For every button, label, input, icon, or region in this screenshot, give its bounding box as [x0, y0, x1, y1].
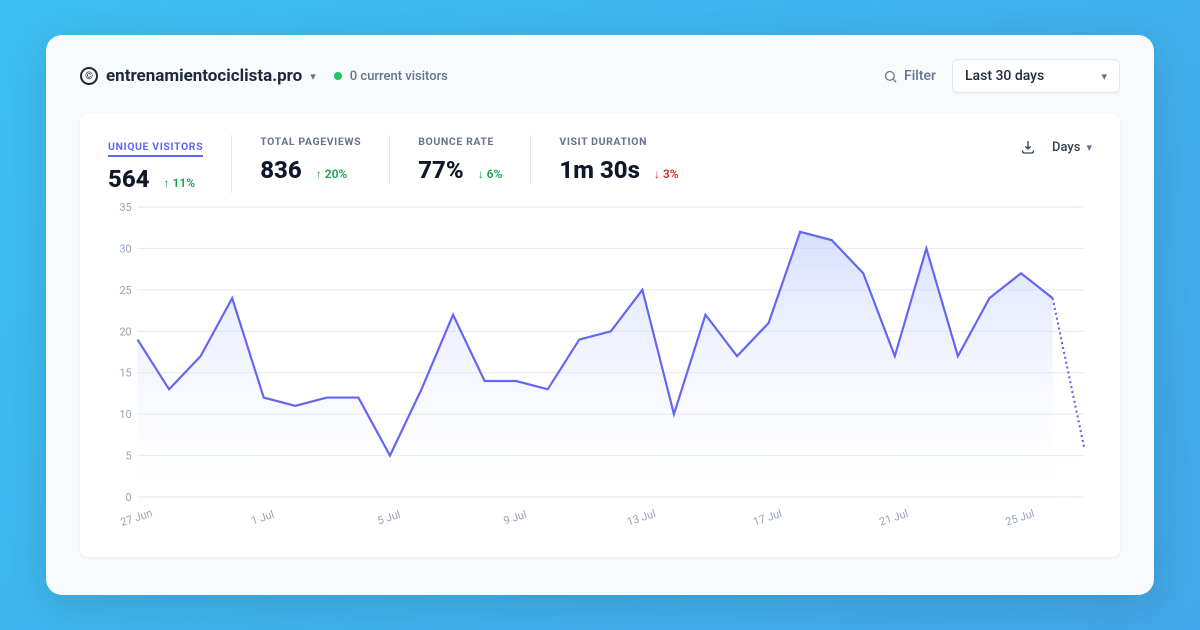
metric-value: 1m 30s: [559, 156, 640, 184]
svg-text:17 Jul: 17 Jul: [752, 507, 784, 529]
metric-label: TOTAL PAGEVIEWS: [260, 135, 361, 148]
download-icon: [1020, 139, 1036, 155]
current-visitors[interactable]: 0 current visitors: [334, 69, 448, 84]
metric-delta: ↓ 3%: [654, 167, 679, 181]
range-label: Last 30 days: [965, 68, 1044, 84]
svg-text:13 Jul: 13 Jul: [625, 507, 657, 529]
metric-label: VISIT DURATION: [559, 135, 678, 148]
site-selector[interactable]: © entrenamientociclista.pro ▾: [80, 66, 316, 86]
metric-total-pageviews[interactable]: TOTAL PAGEVIEWS 836 ↑ 20%: [260, 135, 390, 184]
date-range-selector[interactable]: Last 30 days ▾: [952, 59, 1120, 93]
chart-controls: Days ▾: [1020, 139, 1092, 155]
svg-text:1 Jul: 1 Jul: [250, 508, 276, 528]
filter-button[interactable]: Filter: [883, 68, 936, 84]
metric-label: BOUNCE RATE: [418, 135, 502, 148]
metric-value: 77%: [418, 156, 463, 184]
site-name: entrenamientociclista.pro: [106, 66, 302, 86]
dashboard-window: © entrenamientociclista.pro ▾ 0 current …: [46, 35, 1154, 595]
metric-value: 836: [260, 156, 302, 184]
header-right: Filter Last 30 days ▾: [883, 59, 1120, 93]
svg-text:10: 10: [119, 408, 131, 421]
metric-delta: ↓ 6%: [478, 167, 503, 181]
metric-label: UNIQUE VISITORS: [108, 140, 203, 157]
svg-text:9 Jul: 9 Jul: [502, 508, 528, 528]
site-logo-icon: ©: [80, 67, 98, 85]
svg-text:5: 5: [126, 449, 132, 462]
current-visitors-label: 0 current visitors: [350, 69, 448, 84]
visitors-chart: 0 5 10 15 20 25 30 35 27 Jun 1 Jul 5 Jul 9 Jul 13 Ju…: [108, 199, 1092, 539]
metric-bounce-rate[interactable]: BOUNCE RATE 77% ↓ 6%: [418, 135, 531, 184]
svg-text:27 Jun: 27 Jun: [119, 506, 154, 529]
header-left: © entrenamientociclista.pro ▾ 0 current …: [80, 66, 448, 86]
metric-unique-visitors[interactable]: UNIQUE VISITORS 564 ↑ 11%: [108, 135, 232, 193]
metric-delta: ↑ 11%: [164, 176, 196, 190]
search-icon: [883, 69, 898, 84]
svg-text:15: 15: [119, 367, 131, 380]
stats-card: UNIQUE VISITORS 564 ↑ 11% TOTAL PAGEVIEWS 83…: [80, 113, 1120, 557]
granularity-selector[interactable]: Days ▾: [1052, 140, 1092, 155]
svg-text:30: 30: [119, 242, 131, 255]
chevron-down-icon: ▾: [1086, 141, 1092, 154]
metric-visit-duration[interactable]: VISIT DURATION 1m 30s ↓ 3%: [559, 135, 706, 184]
chevron-down-icon: ▾: [310, 70, 316, 83]
metrics-row: UNIQUE VISITORS 564 ↑ 11% TOTAL PAGEVIEWS 83…: [108, 135, 707, 193]
svg-text:35: 35: [119, 201, 131, 214]
filter-label: Filter: [904, 68, 936, 84]
granularity-label: Days: [1052, 140, 1080, 155]
header: © entrenamientociclista.pro ▾ 0 current …: [80, 59, 1120, 93]
svg-text:0: 0: [126, 491, 132, 504]
svg-text:20: 20: [119, 325, 131, 338]
svg-text:5 Jul: 5 Jul: [376, 508, 402, 528]
status-dot-icon: [334, 72, 342, 80]
chart-svg: 0 5 10 15 20 25 30 35 27 Jun 1 Jul 5 Jul 9 Jul 13 Ju…: [108, 199, 1092, 539]
metric-delta: ↑ 20%: [316, 167, 348, 181]
download-button[interactable]: [1020, 139, 1036, 155]
chevron-down-icon: ▾: [1101, 70, 1107, 83]
svg-text:25: 25: [119, 284, 131, 297]
metric-value: 564: [108, 165, 150, 193]
svg-text:21 Jul: 21 Jul: [878, 507, 910, 529]
svg-text:25 Jul: 25 Jul: [1004, 507, 1036, 529]
